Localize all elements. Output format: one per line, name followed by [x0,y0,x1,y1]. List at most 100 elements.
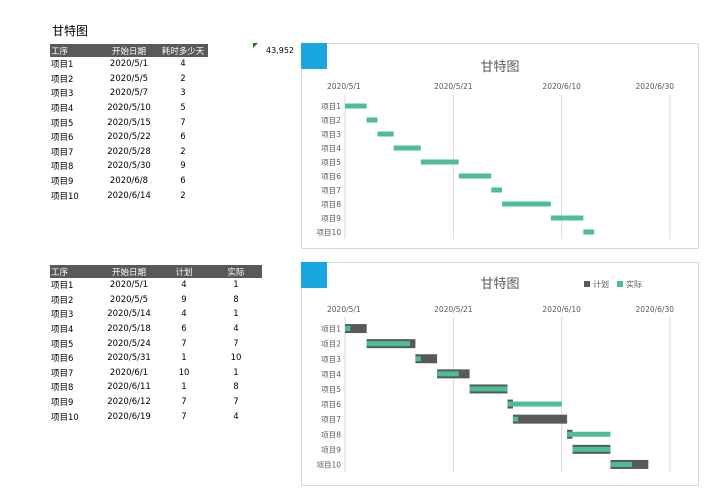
table-cell[interactable]: 项目7 [51,368,74,379]
table-cell[interactable]: 5 [180,103,186,114]
category-label: 项目4 [321,144,341,153]
table-cell[interactable]: 10 [230,353,242,364]
table-cell[interactable]: 2020/5/15 [107,117,151,128]
column-header[interactable]: 工序 [50,44,100,57]
table-cell[interactable]: 4 [180,59,186,70]
actual-bar [415,356,421,362]
category-label: 项目2 [321,340,341,349]
table-cell[interactable]: 2020/5/22 [107,132,151,143]
table-cell[interactable]: 2020/5/18 [107,324,151,335]
table-cell[interactable]: 2020/6/12 [107,397,151,408]
table-cell[interactable]: 6 [180,132,186,143]
table-cell[interactable]: 4 [233,411,239,422]
table-cell[interactable]: 2020/5/24 [107,338,151,349]
table-cell[interactable]: 项目8 [51,383,74,394]
table-row: 项目9 2020/6/12 7 7 [50,395,262,410]
table-cell[interactable]: 2020/6/1 [109,367,149,378]
category-label: 项目7 [321,186,341,195]
table-cell[interactable]: 2020/5/30 [107,161,151,172]
table-cell[interactable]: 7 [181,411,187,422]
table-cell[interactable]: 2020/5/10 [107,103,151,114]
table-cell[interactable]: 2020/6/19 [107,411,151,422]
column-header[interactable]: 工序 [50,265,100,278]
table-cell[interactable]: 7 [180,117,186,128]
table-cell[interactable]: 1 [233,280,239,291]
category-label: 项目7 [321,415,341,424]
table-cell[interactable]: 2 [180,190,186,201]
actual-bar [512,416,519,422]
table-cell[interactable]: 1 [233,309,239,320]
table-cell[interactable]: 项目3 [51,310,74,321]
table-cell[interactable]: 1 [181,353,187,364]
table-row: 项目8 2020/6/11 1 8 [50,380,262,395]
table-cell[interactable]: 2020/5/14 [107,309,151,320]
table-cell[interactable]: 项目1 [51,60,74,71]
table-cell[interactable]: 7 [233,397,239,408]
table-cell[interactable]: 2020/5/1 [109,59,149,70]
table-cell[interactable]: 项目6 [51,354,74,365]
table-cell[interactable]: 项目2 [51,74,74,85]
table-cell[interactable]: 项目5 [51,118,74,129]
table-cell[interactable]: 4 [181,280,187,291]
table-cell[interactable]: 项目10 [51,191,79,202]
table-cell[interactable]: 项目5 [51,339,74,350]
duration-bar [583,229,595,235]
x-tick-label: 2020/5/1 [327,305,361,314]
table-cell[interactable]: 2020/6/14 [107,190,151,201]
table-cell[interactable]: 3 [180,88,186,99]
table-cell[interactable]: 项目2 [51,295,74,306]
table-cell[interactable]: 项目8 [51,162,74,173]
category-label: 项目4 [321,370,341,379]
table-cell[interactable]: 4 [233,324,239,335]
table-cell[interactable]: 项目9 [51,177,74,188]
actual-bar [366,341,410,347]
column-header[interactable]: 开始日期 [100,265,158,278]
table-cell[interactable]: 项目10 [51,412,79,423]
table-cell[interactable]: 2020/5/5 [109,294,149,305]
category-label: 项目9 [321,214,341,223]
table-row: 项目4 2020/5/10 5 [50,101,208,116]
column-header[interactable]: 计划 [158,265,210,278]
category-label: 项目9 [321,445,341,454]
table-cell[interactable]: 1 [233,367,239,378]
table-cell[interactable]: 1 [181,382,187,393]
table-cell[interactable]: 8 [233,294,239,305]
table-cell[interactable]: 6 [181,324,187,335]
table-cell[interactable]: 项目6 [51,133,74,144]
gantt-chart-1[interactable]: 甘特图 2020/5/1 2020/5/21 2020/6/10 2020/6/30 项目… [301,43,699,249]
table-cell[interactable]: 2020/5/1 [109,280,149,291]
table-cell[interactable]: 2 [180,146,186,157]
table-cell[interactable]: 10 [178,367,190,378]
table-row: 项目7 2020/5/28 2 [50,145,208,160]
table-cell[interactable]: 8 [233,382,239,393]
table-cell[interactable]: 7 [181,338,187,349]
table-cell[interactable]: 6 [180,176,186,187]
table-cell[interactable]: 9 [180,161,186,172]
column-header[interactable]: 耗时多少天 [158,44,208,57]
table-cell[interactable]: 项目4 [51,104,74,115]
cell-value[interactable]: 43,952 [266,46,294,55]
table-cell[interactable]: 2020/6/11 [107,382,151,393]
table-cell[interactable]: 项目7 [51,147,74,158]
column-header[interactable]: 实际 [210,265,262,278]
table-cell[interactable]: 7 [181,397,187,408]
table-cell[interactable]: 4 [181,309,187,320]
table-cell[interactable]: 2020/5/7 [109,88,149,99]
table-cell[interactable]: 2020/5/28 [107,146,151,157]
table-cell[interactable]: 项目1 [51,281,74,292]
table-cell[interactable]: 项目3 [51,89,74,100]
table-cell[interactable]: 2020/5/31 [107,353,151,364]
table-cell[interactable]: 7 [233,338,239,349]
actual-bar [345,326,351,332]
table-row: 项目6 2020/5/31 1 10 [50,351,262,366]
table-cell[interactable]: 项目4 [51,325,74,336]
table-cell[interactable]: 项目9 [51,398,74,409]
table-cell[interactable]: 2 [180,73,186,84]
table-cell[interactable]: 2020/6/8 [109,176,149,187]
category-label: 项目2 [321,116,341,125]
table-cell[interactable]: 9 [181,294,187,305]
table-cell[interactable]: 2020/5/5 [109,73,149,84]
legend-swatch [617,281,623,287]
gantt-chart-2[interactable]: 甘特图 2020/5/1 2020/5/21 2020/6/10 2020/6/30 项目… [301,262,699,486]
column-header[interactable]: 开始日期 [100,44,158,57]
